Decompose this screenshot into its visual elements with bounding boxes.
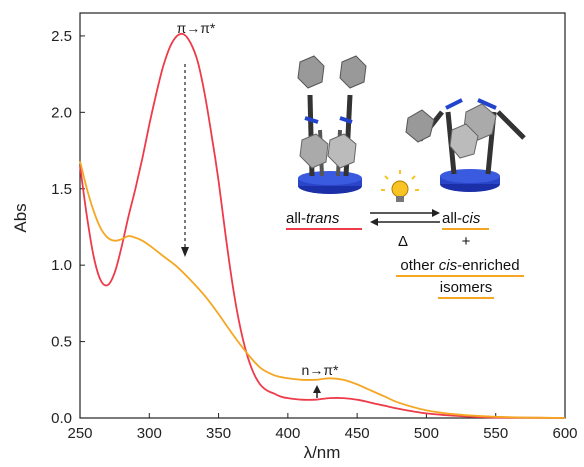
spectrum-line-cis [79, 160, 566, 419]
other-isomers-label: other cis-enriched [400, 257, 519, 274]
all-cis-label: all-cis [442, 210, 481, 227]
all-trans-label: all-trans [286, 210, 340, 227]
chart-ticks: 250 300 350 400 450 500 550 600 0.0 0.5 1.0 1.5 2.0 2… [51, 28, 577, 442]
cis-cage-molecule [405, 98, 526, 192]
pi-pi-star-annotation: π→π* [177, 20, 216, 36]
plot-frame [79, 12, 566, 419]
x-tick-label: 350 [206, 425, 231, 442]
y-tick-label: 2.5 [51, 28, 72, 45]
isomers-label: isomers [440, 279, 493, 296]
x-tick-label: 450 [345, 425, 370, 442]
equilibrium-arrows [370, 209, 440, 226]
x-tick-label: 500 [414, 425, 439, 442]
x-tick-label: 250 [67, 425, 92, 442]
x-tick-label: 300 [137, 425, 162, 442]
plus-sign: + [462, 233, 471, 250]
y-tick-label: 0.0 [51, 410, 72, 427]
x-tick-label: 400 [275, 425, 300, 442]
delta-label: Δ [398, 233, 408, 250]
light-bulb-icon [381, 170, 419, 202]
y-tick-label: 2.0 [51, 104, 72, 121]
chart-series [79, 32, 566, 419]
x-axis-label: λ/nm [304, 443, 341, 462]
n-pi-star-arrowhead [313, 385, 321, 393]
y-tick-label: 0.5 [51, 334, 72, 351]
x-tick-label: 550 [483, 425, 508, 442]
y-tick-label: 1.0 [51, 257, 72, 274]
x-tick-label: 600 [552, 425, 577, 442]
trans-cage-molecule [297, 55, 367, 194]
y-axis-label: Abs [11, 203, 30, 232]
n-pi-star-annotation: n→π* [302, 362, 339, 378]
spectrum-line-trans [79, 32, 566, 419]
pi-pi-star-arrowhead [181, 247, 189, 257]
chart-axes [79, 12, 566, 419]
y-tick-label: 1.5 [51, 181, 72, 198]
